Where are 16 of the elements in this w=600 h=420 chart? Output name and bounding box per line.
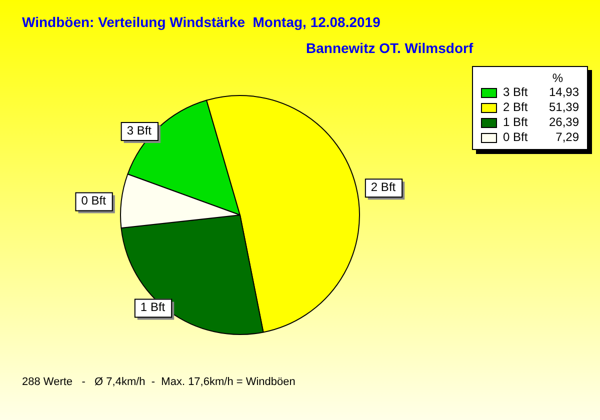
legend-title: % — [551, 71, 564, 85]
data-label: 51,39 — [548, 100, 579, 115]
data-label: 7,29 — [554, 130, 579, 145]
legend-label: 2 Bft — [503, 100, 529, 115]
legend-label: 1 Bft — [503, 115, 529, 130]
text: 288 Werte - Ø 7,4km/h - Max. 17,6km/h = Windböen — [22, 376, 296, 388]
data-label: 14,93 — [548, 85, 579, 100]
data-label: 26,39 — [548, 115, 579, 130]
chart-title: Windböen: Verteilung Windstärke Montag, 12.08.2019 — [22, 14, 380, 30]
slice-label: 2 Bft — [370, 180, 396, 194]
legend-label: 3 Bft — [503, 85, 529, 100]
slice-label: 1 Bft — [140, 300, 166, 314]
slice-label: 3 Bft — [126, 123, 152, 138]
legend-label: 0 Bft — [503, 130, 529, 145]
chart-subtitle: Bannewitz OT. Wilmsdorf — [306, 40, 474, 56]
slice-label: 0 Bft — [81, 194, 107, 208]
